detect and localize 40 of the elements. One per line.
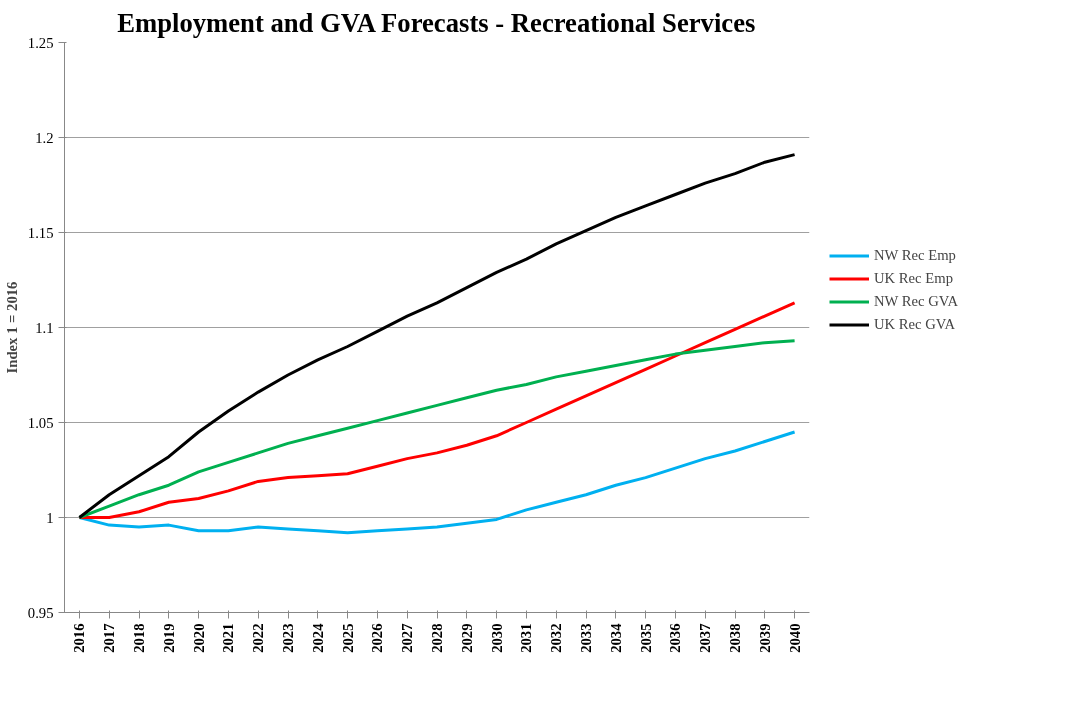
y-tick-label: 0.95 (27, 604, 54, 621)
x-tick-label: 2036 (667, 623, 684, 653)
y-tick-label: 1.15 (27, 224, 54, 241)
x-tick-label: 2032 (548, 623, 565, 653)
line-series (77, 301, 797, 519)
x-tick-label: 2020 (190, 623, 207, 653)
x-tick-label: 2038 (727, 623, 743, 653)
legend-label: NW Rec Emp (874, 246, 956, 264)
x-tick-label: 2035 (637, 623, 654, 653)
y-tick-label: 1.2 (35, 129, 54, 146)
x-tick-label: 2031 (518, 623, 535, 653)
x-tick-label: 2016 (71, 623, 88, 653)
x-tick-label: 2026 (369, 623, 386, 653)
x-tick-label: 2029 (458, 623, 475, 653)
x-tick-label: 2017 (101, 623, 118, 653)
y-axis-title: Index 1 = 2016 (3, 281, 20, 374)
x-tick-label: 2033 (578, 623, 594, 653)
chart-title: Employment and GVA Forecasts - Recreational Services (117, 7, 756, 38)
x-tick-label: 2025 (339, 623, 356, 653)
x-tick-label: 2022 (250, 623, 267, 653)
x-tick-label: 2019 (160, 623, 177, 653)
legend-label: UK Rec Emp (874, 269, 953, 287)
y-tick-label: 1 (46, 509, 54, 526)
x-tick-label: 2021 (220, 623, 237, 653)
y-tick-label: 1.25 (27, 34, 54, 51)
x-tick-label: 2037 (697, 623, 714, 653)
y-tick-label: 1.05 (27, 414, 54, 431)
legend-label: UK Rec GVA (874, 315, 956, 333)
x-tick-label: 2040 (786, 623, 803, 653)
line-series (77, 153, 797, 519)
x-tick-label: 2039 (756, 623, 773, 653)
x-tick-label: 2023 (280, 623, 296, 653)
x-tick-label: 2034 (607, 622, 624, 653)
x-tick-label: 2028 (429, 623, 445, 653)
y-tick-label: 1.1 (35, 319, 54, 336)
x-tick-label: 2030 (488, 623, 505, 653)
x-tick-label: 2027 (399, 623, 416, 653)
legend-label: NW Rec GVA (874, 292, 959, 310)
x-tick-label: 2024 (309, 622, 326, 653)
x-tick-label: 2018 (131, 623, 147, 653)
